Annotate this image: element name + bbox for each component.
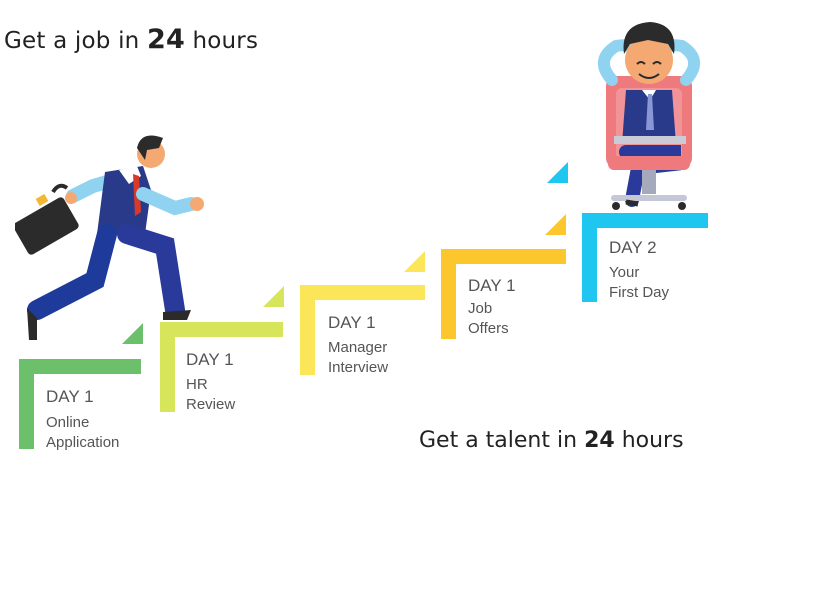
step-online-application: DAY 1 Online Application bbox=[19, 323, 149, 451]
step-manager-interview: DAY 1 Manager Interview bbox=[300, 251, 430, 377]
relaxed-businessman-illustration bbox=[598, 22, 700, 210]
step-bar-horizontal bbox=[300, 285, 425, 300]
step-corner-triangle bbox=[547, 162, 568, 183]
step-hr-review: DAY 1 HR Review bbox=[160, 286, 290, 414]
step-bar-horizontal bbox=[582, 213, 708, 228]
headline-job-prefix: Get a job in bbox=[4, 28, 140, 54]
step-day-label: DAY 1 bbox=[46, 387, 94, 406]
headline-talent-suffix: hours bbox=[621, 428, 684, 453]
headline-talent: Get a talent in 24 hours bbox=[419, 428, 684, 453]
step-day-label: DAY 1 bbox=[468, 276, 516, 295]
headline-talent-number: 24 bbox=[584, 428, 615, 453]
step-bar-horizontal bbox=[441, 249, 566, 264]
step-bar-vertical bbox=[19, 359, 34, 449]
step-job-offers: DAY 1 Job Offers bbox=[441, 214, 571, 341]
step-day-label: DAY 1 bbox=[186, 350, 234, 369]
step-first-day: DAY 2 Your First Day bbox=[547, 162, 712, 305]
step-corner-triangle bbox=[263, 286, 284, 307]
step-description: Online Application bbox=[46, 414, 120, 451]
step-bar-vertical bbox=[300, 285, 315, 375]
headline-job: Get a job in 24 hours bbox=[4, 24, 258, 55]
step-description: HR Review bbox=[186, 376, 236, 413]
step-corner-triangle bbox=[545, 214, 566, 235]
step-bar-horizontal bbox=[19, 359, 141, 374]
step-bar-vertical bbox=[441, 249, 456, 339]
briefcase-icon bbox=[15, 183, 79, 255]
step-description: Manager Interview bbox=[328, 339, 389, 376]
step-bar-vertical bbox=[582, 213, 597, 302]
step-bar-vertical bbox=[160, 322, 175, 412]
step-description: Job Offers bbox=[468, 300, 509, 337]
headline-job-suffix: hours bbox=[192, 28, 259, 54]
step-corner-triangle bbox=[404, 251, 425, 272]
step-description: Your First Day bbox=[609, 264, 669, 301]
step-day-label: DAY 1 bbox=[328, 313, 376, 332]
step-bar-horizontal bbox=[160, 322, 283, 337]
step-corner-triangle bbox=[122, 323, 143, 344]
headline-talent-prefix: Get a talent in bbox=[419, 428, 578, 453]
step-day-label: DAY 2 bbox=[609, 238, 657, 257]
headline-job-number: 24 bbox=[146, 24, 185, 55]
running-businessman-illustration bbox=[15, 135, 204, 340]
